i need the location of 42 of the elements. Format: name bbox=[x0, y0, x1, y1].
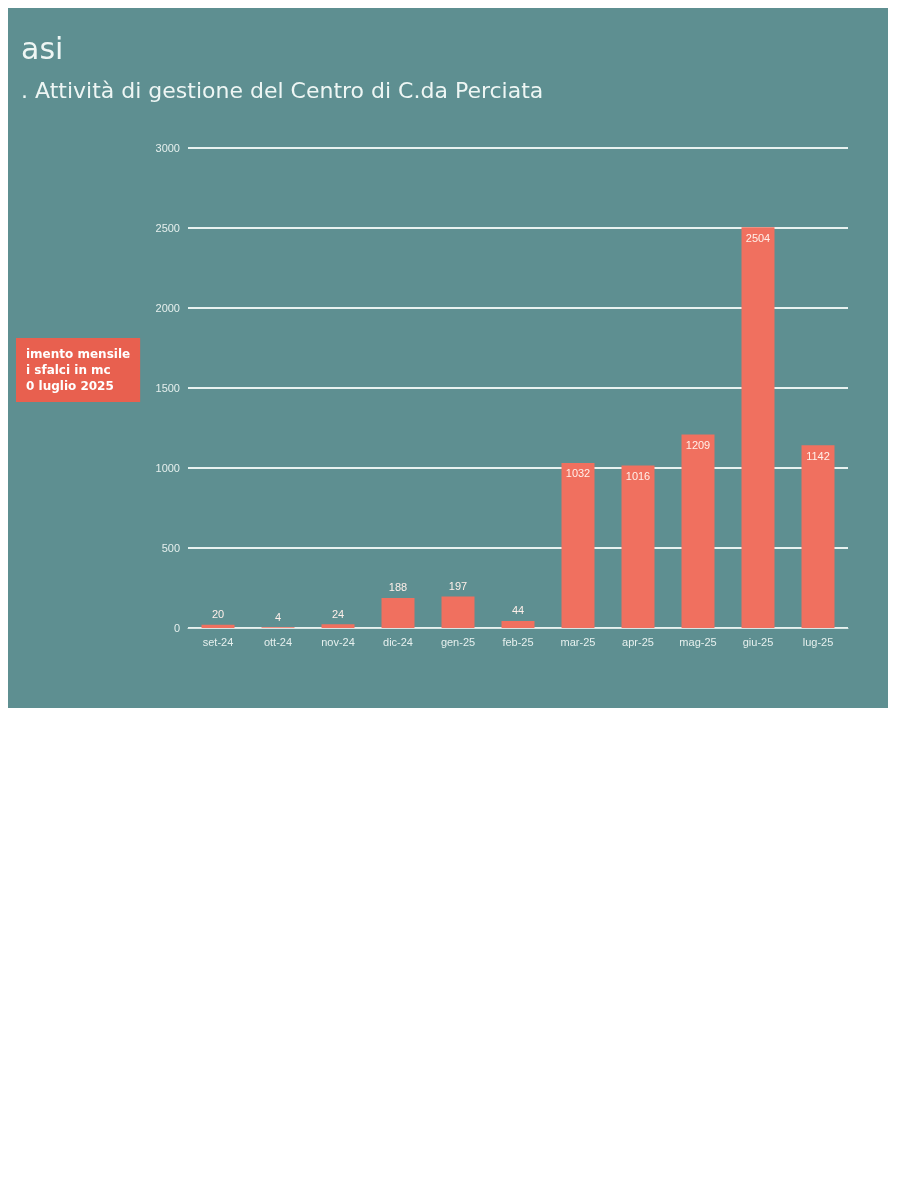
data-label: 1016 bbox=[625, 469, 651, 482]
x-tick-label: dic-24 bbox=[383, 635, 413, 648]
x-tick-label: mar-25 bbox=[560, 635, 596, 648]
y-tick-label: 0 bbox=[173, 622, 180, 634]
bar bbox=[741, 227, 775, 628]
data-label: 44 bbox=[511, 604, 525, 617]
x-tick-label: giu-25 bbox=[742, 635, 774, 648]
x-tick-label: ott-24 bbox=[263, 635, 293, 648]
y-tick-label: 500 bbox=[161, 542, 180, 554]
bar bbox=[201, 624, 235, 628]
chart-subtitle: . Attività di gestione del Centro di C.da Perciata bbox=[21, 77, 544, 103]
x-tick-label: gen-25 bbox=[440, 635, 476, 648]
bar bbox=[801, 445, 835, 628]
data-label: 188 bbox=[388, 581, 408, 594]
data-label: 2504 bbox=[745, 231, 771, 244]
bar bbox=[321, 624, 355, 628]
x-tick-label: nov-24 bbox=[321, 635, 355, 648]
bar bbox=[681, 434, 715, 628]
data-label: 20 bbox=[211, 608, 225, 621]
x-tick-label: feb-25 bbox=[502, 635, 534, 648]
data-label: 1142 bbox=[806, 449, 830, 462]
x-tick-label: apr-25 bbox=[622, 635, 654, 648]
bar bbox=[381, 597, 415, 628]
bar bbox=[561, 462, 595, 628]
data-label: 197 bbox=[448, 579, 468, 592]
bar bbox=[621, 465, 655, 628]
data-label: 4 bbox=[274, 610, 282, 623]
chart-title: asi bbox=[21, 30, 64, 66]
y-tick-label: 3000 bbox=[155, 142, 180, 154]
y-tick-label: 1000 bbox=[155, 462, 180, 474]
text: imento mensile i sfalci in mc 0 luglio 2025 bbox=[26, 347, 131, 393]
bar bbox=[441, 596, 475, 628]
bar bbox=[501, 620, 535, 628]
y-tick-label: 1500 bbox=[155, 382, 180, 394]
data-label: 1209 bbox=[685, 439, 711, 452]
y-tick-label: 2000 bbox=[155, 302, 180, 314]
x-tick-label: mag-25 bbox=[679, 635, 717, 648]
x-tick-label: lug-25 bbox=[802, 635, 834, 648]
x-tick-label: set-24 bbox=[202, 635, 234, 648]
y-tick-label: 2500 bbox=[155, 222, 180, 234]
data-label: 1032 bbox=[565, 467, 591, 480]
data-label: 24 bbox=[331, 607, 345, 620]
